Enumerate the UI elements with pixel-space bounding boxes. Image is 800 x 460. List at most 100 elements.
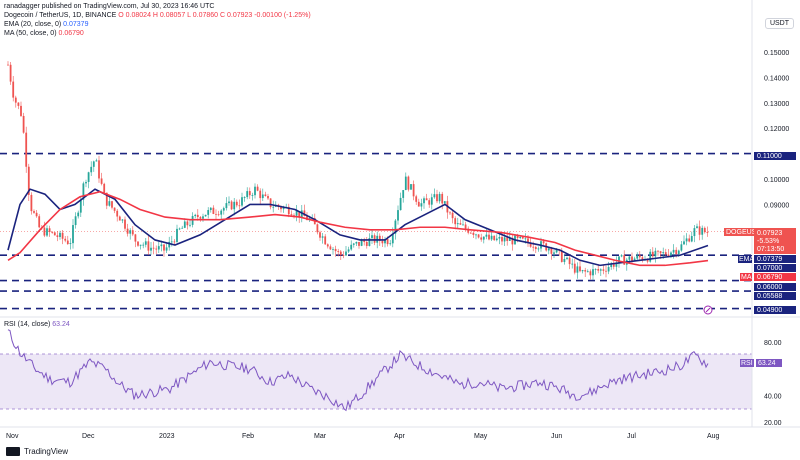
candle-body xyxy=(85,181,87,184)
candle-body xyxy=(316,224,319,233)
candle-body xyxy=(410,184,412,190)
rsi-legend[interactable]: RSI (14, close) 63.24 xyxy=(4,321,70,328)
candle-body xyxy=(620,255,623,257)
candle-body xyxy=(553,252,555,254)
time-axis-label: May xyxy=(474,433,488,440)
candle-body xyxy=(524,238,527,240)
candle-body xyxy=(121,219,124,221)
candle-body xyxy=(443,201,446,204)
candle-body xyxy=(597,269,600,271)
candle-body xyxy=(186,221,189,226)
candle-body xyxy=(20,105,22,116)
level-1100-value: 0.11000 xyxy=(757,153,782,160)
candle-body xyxy=(256,186,259,191)
price-tag-change: -5.53% xyxy=(757,238,779,245)
price-axis-label: 0.15000 xyxy=(764,50,789,57)
time-axis-label: Feb xyxy=(242,433,254,440)
candle-body xyxy=(9,64,12,82)
candle-body xyxy=(412,184,415,197)
candle-body xyxy=(623,255,626,265)
candle-body xyxy=(638,255,641,258)
currency-selector[interactable]: USDT xyxy=(764,18,794,29)
candle-body xyxy=(212,207,215,214)
candle-body xyxy=(685,238,688,242)
candle-body xyxy=(7,64,9,66)
candle-body xyxy=(594,269,597,270)
candle-body xyxy=(532,246,535,248)
candle-body xyxy=(202,216,204,219)
candle-body xyxy=(306,216,308,221)
ma-line xyxy=(7,190,709,267)
candle-body xyxy=(508,237,511,242)
candle-body xyxy=(459,223,462,225)
candle-body xyxy=(345,251,347,256)
candle-body xyxy=(43,227,46,236)
candle-body xyxy=(51,232,54,233)
candle-body xyxy=(66,240,69,245)
candle-body xyxy=(27,166,30,195)
candle-body xyxy=(293,215,295,217)
ema-legend[interactable]: EMA (20, close, 0) 0.07379 xyxy=(4,20,311,29)
candle-body xyxy=(503,237,506,242)
candle-body xyxy=(646,259,649,262)
candle-body xyxy=(108,201,111,206)
candle-body xyxy=(490,235,493,240)
candle-body xyxy=(116,210,119,217)
candle-body xyxy=(464,224,467,229)
candle-body xyxy=(368,238,371,246)
candle-body xyxy=(246,191,249,198)
candle-body xyxy=(696,226,698,229)
candle-body xyxy=(12,81,15,98)
rsi-tag: RSI 63.24 xyxy=(740,359,782,367)
candle-body xyxy=(654,250,657,257)
candle-body xyxy=(313,218,316,225)
candle-body xyxy=(215,213,217,215)
ma-legend[interactable]: MA (50, close, 0) 0.06790 xyxy=(4,29,311,38)
candle-body xyxy=(433,194,436,198)
candle-body xyxy=(235,201,238,206)
candle-body xyxy=(137,241,139,246)
candle-body xyxy=(251,195,254,196)
candle-body xyxy=(488,234,490,240)
candle-body xyxy=(386,239,389,245)
tradingview-brand[interactable]: TradingView xyxy=(6,447,68,456)
candle-body xyxy=(228,201,230,204)
candle-body xyxy=(168,241,171,248)
rsi-axis-label: 20.00 xyxy=(764,420,782,427)
candle-body xyxy=(196,214,199,218)
level-0490-value: 0.04900 xyxy=(757,307,782,314)
candle-body xyxy=(14,97,17,103)
candle-body xyxy=(472,232,475,235)
candle-body xyxy=(576,266,579,273)
candle-body xyxy=(173,241,176,243)
candle-body xyxy=(277,204,280,207)
price-tag-ma: MA 0.06790 xyxy=(740,273,796,281)
ema-line xyxy=(7,188,709,267)
candle-body xyxy=(280,206,282,210)
candle-body xyxy=(558,249,561,251)
candle-body xyxy=(189,224,191,226)
candle-body xyxy=(579,266,581,272)
candle-body xyxy=(22,115,25,133)
price-tag-countdown: 07:13:50 xyxy=(757,246,784,253)
candle-body xyxy=(545,243,548,251)
price-tag-ema: EMA 0.07379 xyxy=(738,255,796,263)
event-marker-icon xyxy=(703,305,713,315)
candle-body xyxy=(360,240,363,246)
candle-body xyxy=(586,271,589,273)
candle-body xyxy=(467,228,470,233)
candle-body xyxy=(350,244,353,250)
candle-body xyxy=(480,237,483,240)
ma-legend-label: MA (50, close, 0) xyxy=(4,30,57,37)
candle-body xyxy=(493,235,496,241)
candle-body xyxy=(355,241,358,244)
candle-body xyxy=(220,210,223,215)
chart-header: ranadagger published on TradingView.com,… xyxy=(4,2,311,38)
candle-body xyxy=(436,194,438,202)
candle-body xyxy=(157,246,160,250)
candle-body xyxy=(248,191,251,196)
level-0558-value: 0.05588 xyxy=(757,293,782,300)
time-axis-label: 2023 xyxy=(159,433,175,440)
candle-body xyxy=(204,214,207,217)
